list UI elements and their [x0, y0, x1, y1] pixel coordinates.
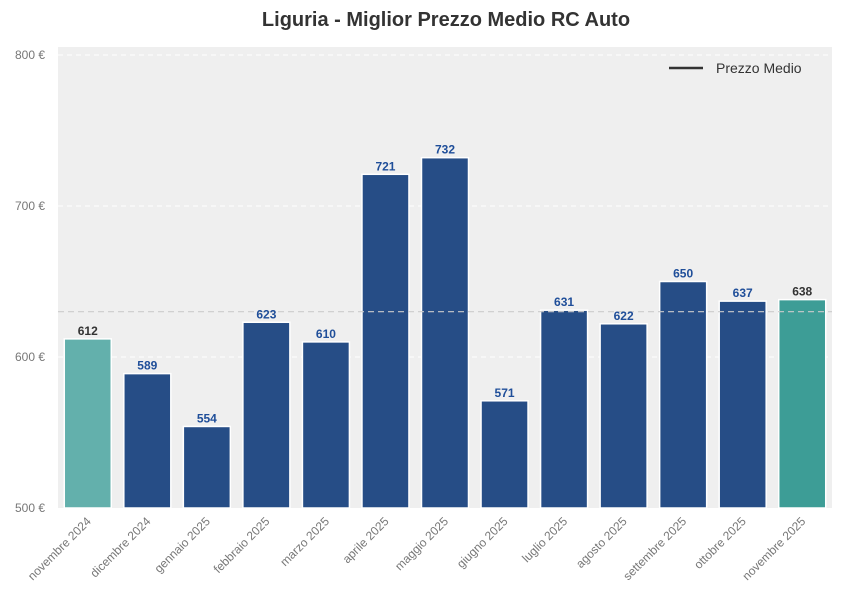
value-label: 732 [435, 143, 455, 157]
bar [420, 156, 470, 509]
bar [182, 425, 232, 509]
y-tick-label: 500 € [15, 501, 45, 515]
x-tick-label: novembre 2025 [739, 514, 808, 583]
x-tick-label: aprile 2025 [340, 514, 392, 566]
value-label: 610 [316, 327, 336, 341]
value-label: 612 [78, 324, 98, 338]
x-tick-label: dicembre 2024 [87, 514, 153, 580]
bar [658, 280, 708, 509]
x-tick-label: ottobre 2025 [691, 514, 749, 572]
bar [301, 341, 351, 509]
y-tick-label: 700 € [15, 199, 45, 213]
bar [242, 321, 291, 509]
bar [718, 300, 767, 509]
x-tick-label: luglio 2025 [519, 514, 570, 565]
legend-label: Prezzo Medio [716, 60, 802, 76]
value-label: 650 [673, 267, 693, 281]
x-tick-label: maggio 2025 [392, 514, 451, 573]
x-tick-label: settembre 2025 [620, 514, 689, 583]
y-tick-label: 800 € [15, 48, 45, 62]
bar [480, 400, 529, 509]
bar [539, 309, 589, 509]
value-label: 623 [256, 307, 276, 321]
x-tick-label: novembre 2024 [25, 514, 94, 583]
value-label: 637 [733, 286, 753, 300]
bar [63, 338, 113, 509]
x-tick-label: febbraio 2025 [211, 514, 273, 576]
chart-title: Liguria - Miglior Prezzo Medio RC Auto [262, 9, 630, 31]
value-label: 622 [614, 309, 634, 323]
value-label: 571 [495, 386, 515, 400]
value-label: 638 [792, 285, 812, 299]
value-label: 554 [197, 411, 217, 425]
value-label: 721 [375, 159, 395, 173]
x-tick-label: marzo 2025 [277, 514, 332, 569]
value-label: 631 [554, 295, 574, 309]
x-tick-label: giugno 2025 [454, 514, 511, 571]
y-tick-label: 600 € [15, 350, 45, 364]
x-tick-label: agosto 2025 [573, 514, 630, 571]
bar [599, 323, 648, 509]
bar [777, 298, 827, 509]
legend: Prezzo Medio [669, 60, 802, 76]
value-label: 589 [137, 359, 157, 373]
bar [123, 372, 172, 509]
x-tick-label: gennaio 2025 [152, 514, 214, 576]
bar [361, 173, 410, 509]
